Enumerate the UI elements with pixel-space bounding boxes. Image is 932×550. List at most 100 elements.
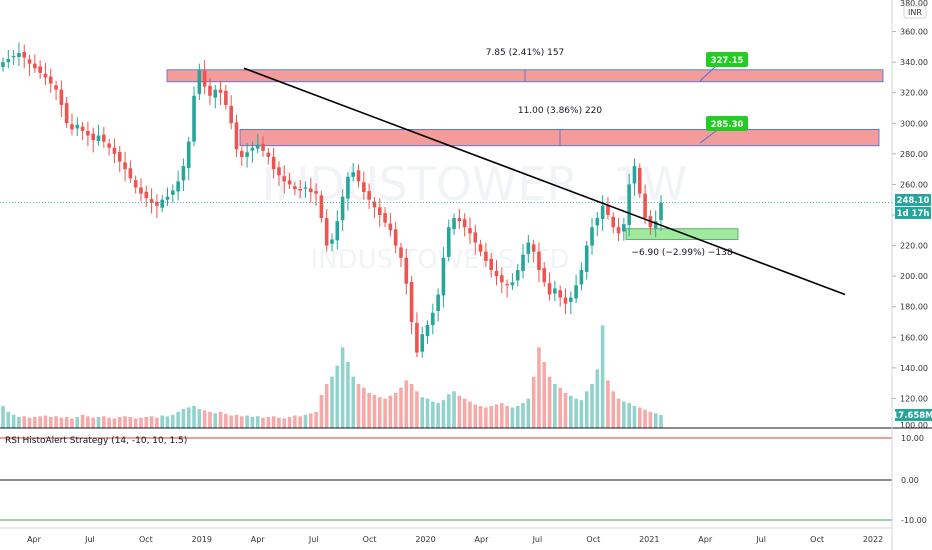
candle-body bbox=[324, 218, 329, 246]
volume-bar bbox=[86, 416, 90, 428]
volume-bar bbox=[346, 362, 350, 428]
volume-bar bbox=[351, 376, 356, 428]
candle-body bbox=[59, 89, 64, 105]
volume-bar bbox=[293, 415, 297, 428]
volume-bar bbox=[425, 398, 430, 428]
candle-body bbox=[277, 167, 281, 176]
volume-bar bbox=[218, 411, 223, 428]
candle-body bbox=[510, 282, 515, 286]
candle-body bbox=[383, 213, 387, 223]
candle-body bbox=[149, 199, 154, 203]
time-axis-label: 2019 bbox=[192, 535, 212, 544]
volume-bar bbox=[282, 418, 287, 428]
time-axis-label: 2022 bbox=[863, 535, 883, 544]
zone-top-price-tag[interactable] bbox=[706, 52, 748, 67]
volume-bar bbox=[446, 394, 451, 428]
volume-bar bbox=[584, 391, 589, 428]
candle-body bbox=[441, 257, 446, 296]
candle-body bbox=[165, 196, 170, 200]
volume-bar bbox=[33, 417, 37, 428]
time-axis[interactable]: Apr Jul Oct 2019 Apr Jul Oct 2020 Apr Jul Oct 2021 A… bbox=[27, 535, 883, 544]
indicator-level-zero: 0.00 bbox=[901, 476, 919, 485]
volume-bar bbox=[287, 417, 292, 428]
volume-bar bbox=[75, 417, 80, 428]
volume-bar bbox=[484, 407, 488, 428]
candle-body bbox=[579, 270, 584, 285]
zone-top-price-text: 327.15 bbox=[711, 56, 744, 66]
indicator-level-lower: -10.00 bbox=[901, 516, 927, 525]
volume-bar bbox=[133, 418, 138, 428]
candle-body bbox=[186, 141, 191, 168]
time-axis-label: Apr bbox=[475, 535, 490, 544]
volume-bar bbox=[123, 416, 127, 428]
time-axis-label: Apr bbox=[27, 535, 42, 544]
volume-bar bbox=[627, 403, 631, 428]
candle-body bbox=[436, 294, 440, 311]
volume-bar bbox=[600, 325, 605, 428]
candle-body bbox=[192, 95, 196, 142]
candle-body bbox=[356, 170, 361, 182]
currency-badge[interactable] bbox=[903, 5, 927, 19]
indicator-pane[interactable] bbox=[0, 428, 892, 528]
volume-bar bbox=[367, 392, 371, 428]
candle-body bbox=[643, 193, 647, 219]
candle-body bbox=[446, 227, 451, 257]
volume-bar bbox=[255, 416, 260, 428]
zone-mid-price-tag[interactable] bbox=[706, 116, 748, 131]
candle-body bbox=[293, 186, 297, 190]
volume-bar bbox=[197, 408, 202, 428]
volume-bar bbox=[11, 414, 16, 428]
volume-bar bbox=[409, 384, 414, 428]
candle-body bbox=[335, 221, 340, 241]
candle-body bbox=[563, 297, 568, 304]
main-pane[interactable] bbox=[0, 0, 892, 428]
support-zone[interactable] bbox=[625, 228, 739, 240]
volume-bar bbox=[186, 407, 191, 428]
candle-body bbox=[271, 156, 276, 170]
volume-bar bbox=[616, 398, 621, 428]
candle-body bbox=[234, 122, 239, 150]
volume-bar bbox=[436, 403, 440, 428]
candle-body bbox=[632, 166, 637, 184]
volume-bar bbox=[330, 376, 334, 428]
volume-bar bbox=[239, 416, 244, 428]
volume-bar bbox=[165, 416, 170, 428]
zone-top-connector bbox=[699, 65, 717, 82]
volume-bar bbox=[107, 417, 111, 428]
volume-bar bbox=[181, 408, 186, 428]
candle-body bbox=[595, 218, 600, 226]
candle-body bbox=[515, 270, 520, 281]
volume-bar bbox=[1, 406, 5, 428]
zone-annotations: 7.85 (2.41%) 157 11.00 (3.86%) 220 −6.90… bbox=[486, 48, 748, 258]
volume-bar bbox=[431, 401, 435, 428]
candle-body bbox=[537, 251, 541, 271]
time-axis-label: Oct bbox=[363, 535, 377, 544]
volume-bar bbox=[510, 407, 515, 428]
volume-bar bbox=[112, 418, 117, 428]
axis-top-label: 380.00 bbox=[900, 0, 928, 8]
candle-body bbox=[372, 201, 377, 208]
candle-body bbox=[202, 70, 207, 87]
candle-body bbox=[75, 124, 80, 129]
volume-bar bbox=[308, 413, 313, 428]
watermark-interval: 1W bbox=[613, 157, 688, 211]
zone-mid-price-text: 285.30 bbox=[711, 120, 744, 130]
volume-bar bbox=[547, 376, 552, 428]
indicator-legend[interactable]: RSI HistoAlert Strategy (14, -10, 10, 1.… bbox=[5, 436, 187, 446]
candle-body bbox=[255, 144, 260, 149]
volume-bar bbox=[494, 404, 499, 428]
candle-body bbox=[500, 275, 504, 283]
resistance-zone[interactable] bbox=[239, 128, 880, 147]
candle-body bbox=[282, 176, 287, 182]
zones-layer bbox=[166, 69, 884, 240]
indicator-level-upper: 10.00 bbox=[901, 434, 924, 443]
candle-body bbox=[420, 334, 425, 352]
candle-body bbox=[54, 85, 58, 90]
volume-bar bbox=[611, 391, 616, 428]
time-axis-label: Apr bbox=[251, 535, 266, 544]
time-axis-label: Jul bbox=[532, 535, 543, 544]
volume-bar bbox=[521, 403, 525, 428]
volume-bar bbox=[473, 404, 478, 428]
trendline[interactable] bbox=[243, 67, 846, 296]
